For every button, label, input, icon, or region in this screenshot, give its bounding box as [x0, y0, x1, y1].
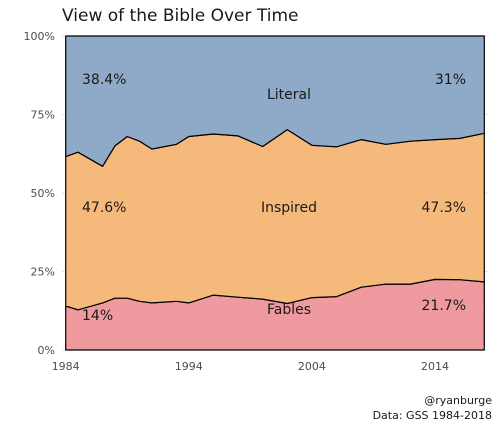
area-literal [65, 35, 485, 167]
band-label-inspired: Inspired [261, 200, 317, 216]
band-label-literal: Literal [267, 87, 311, 103]
band-label-fables: Fables [267, 302, 311, 318]
end-value-label: 21.7% [422, 298, 466, 314]
y-tick-label: 0% [38, 344, 55, 357]
x-tick-label: 1984 [52, 360, 80, 373]
end-value-label: 47.3% [422, 200, 466, 216]
start-value-label: 47.6% [82, 200, 126, 216]
x-tick-label: 2014 [421, 360, 449, 373]
axes: 0% 25% 50% 75% 100% 1984 1994 2004 2014 [24, 30, 450, 373]
caption-source: Data: GSS 1984-2018 [373, 409, 492, 422]
chart-title: View of the Bible Over Time [62, 6, 299, 26]
x-tick-label: 1994 [175, 360, 203, 373]
y-tick-label: 100% [24, 30, 55, 43]
start-value-label: 38.4% [82, 72, 126, 88]
band-labels: Literal Inspired Fables 38.4% 47.6% 14% 31% 47.… [82, 72, 466, 324]
start-value-label: 14% [82, 308, 113, 324]
caption-author: @ryanburge [424, 394, 492, 407]
y-tick-label: 50% [31, 187, 55, 200]
end-value-label: 31% [435, 72, 466, 88]
y-tick-label: 75% [31, 109, 55, 122]
y-tick-label: 25% [31, 266, 55, 279]
x-tick-label: 2004 [298, 360, 326, 373]
area-bands [65, 35, 485, 351]
